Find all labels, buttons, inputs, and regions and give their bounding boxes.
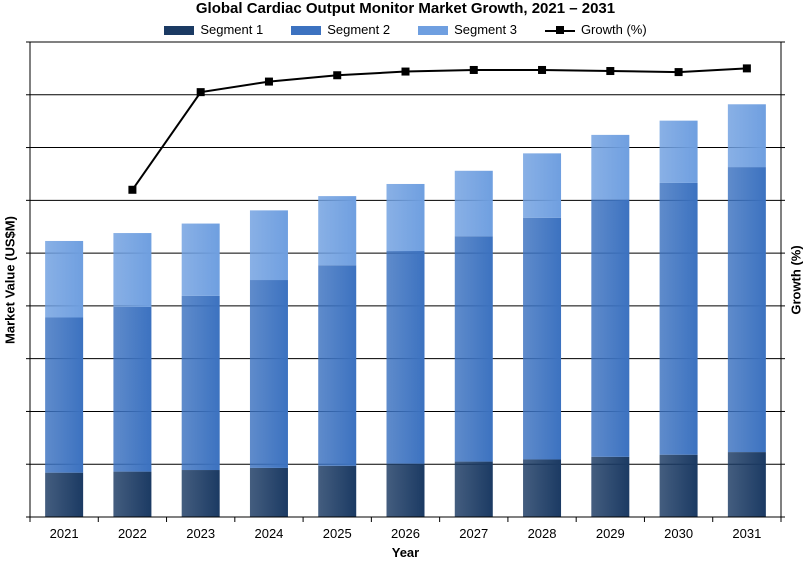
growth-point (196, 88, 205, 97)
bar-segment-2 (113, 306, 152, 472)
x-tick-label: 2027 (459, 526, 488, 541)
x-tick-label: 2030 (664, 526, 693, 541)
bar-segment-1 (659, 454, 698, 517)
legend-item-segment-3: Segment 3 (418, 22, 517, 38)
bar-segment-2 (318, 265, 357, 466)
bar-segment-2 (591, 199, 630, 457)
x-tick-label: 2022 (118, 526, 147, 541)
growth-point (264, 77, 273, 86)
bar-segment-2 (659, 182, 698, 455)
bar-segment-1 (45, 472, 84, 517)
bar-segment-1 (318, 465, 357, 517)
growth-line (131, 67, 747, 191)
legend-item-growth: Growth (%) (544, 22, 647, 38)
bar-segment-3 (181, 223, 220, 296)
legend-label-segment-3: Segment 3 (454, 22, 517, 37)
legend-swatch-segment-1 (164, 25, 195, 35)
bar-segment-2 (523, 217, 562, 460)
bar-segment-3 (727, 104, 766, 168)
bar-segment-3 (249, 210, 288, 281)
bar-segment-1 (591, 456, 630, 517)
legend-label-segment-1: Segment 1 (200, 22, 264, 37)
growth-point (401, 67, 410, 76)
bar-segment-3 (386, 183, 425, 251)
growth-point (538, 65, 547, 74)
bar-segment-3 (523, 153, 562, 218)
x-tick-label: 2024 (254, 526, 283, 541)
x-tick-label: 2031 (732, 526, 761, 541)
bar-segment-3 (318, 196, 357, 266)
chart-title: Global Cardiac Output Monitor Market Gro… (195, 0, 616, 17)
legend-label-segment-2: Segment 2 (327, 22, 391, 37)
legend-swatch-growth (544, 25, 575, 35)
bar-segment-1 (386, 463, 425, 517)
legend-swatch-segment-3 (418, 25, 449, 35)
bar-segment-2 (249, 280, 288, 468)
y-axis-label: Market Value (US$M) (2, 216, 18, 344)
growth-point (128, 185, 137, 194)
bar-segment-2 (727, 167, 766, 453)
bar-segment-3 (45, 240, 84, 318)
bar-segment-2 (181, 295, 220, 471)
growth-point (606, 67, 615, 76)
bar-segment-3 (454, 170, 493, 237)
legend-swatch-segment-2 (291, 25, 322, 35)
bar-segment-1 (249, 467, 288, 517)
bar-segment-2 (45, 317, 84, 473)
bar-segment-3 (659, 120, 698, 183)
bar-segment-1 (727, 452, 766, 517)
x-tick-label: 2021 (50, 526, 79, 541)
bar-segment-1 (523, 459, 562, 517)
bar-segment-1 (454, 461, 493, 517)
legend-item-segment-1: Segment 1 (164, 22, 263, 38)
x-axis-label: Year (391, 545, 420, 560)
legend-label-growth: Growth (%) (580, 22, 647, 37)
y2-axis-label: Growth (%) (788, 245, 804, 315)
growth-point (674, 68, 683, 77)
growth-point (469, 65, 478, 74)
x-tick-label: 2029 (596, 526, 625, 541)
x-tick-label: 2023 (186, 526, 215, 541)
bar-segment-3 (113, 233, 152, 307)
growth-point (742, 64, 751, 73)
growth-point (333, 71, 342, 80)
x-tick-label: 2025 (323, 526, 352, 541)
x-tick-label: 2026 (391, 526, 420, 541)
bar-segment-2 (454, 236, 493, 462)
legend-item-segment-2: Segment 2 (291, 22, 390, 38)
bar-segment-3 (591, 134, 630, 200)
bar-segment-2 (386, 251, 425, 464)
bar-segment-1 (181, 470, 220, 517)
bar-segment-1 (113, 471, 152, 517)
legend: Segment 1 Segment 2 Segment 3 Growth (%) (0, 22, 811, 38)
x-tick-label: 2028 (528, 526, 557, 541)
